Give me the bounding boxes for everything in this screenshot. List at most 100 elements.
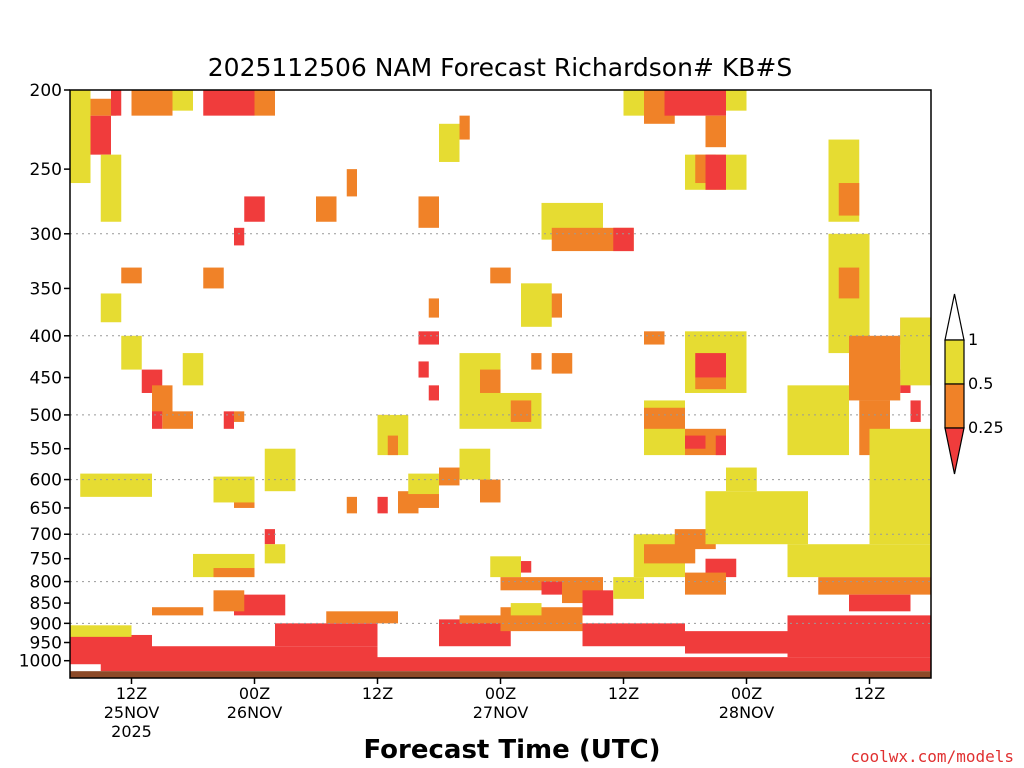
heatmap-cell: [121, 267, 142, 284]
y-tick-label: 400: [30, 327, 62, 347]
y-tick-label: 900: [30, 614, 62, 634]
heatmap-cell: [264, 448, 296, 492]
x-tick-label: 28NOV: [719, 703, 775, 722]
heatmap-cell: [439, 123, 460, 162]
heatmap-cell: [428, 298, 439, 318]
heatmap-cell: [234, 411, 245, 422]
heatmap-cell: [377, 657, 931, 672]
heatmap-cell: [521, 283, 552, 327]
credit-text: coolwx.com/models: [850, 747, 1014, 766]
y-tick-label: 200: [30, 81, 62, 101]
heatmap-cell: [100, 293, 122, 323]
heatmap-cell: [726, 467, 757, 492]
heatmap-cell: [203, 267, 224, 289]
heatmap-cell: [439, 619, 511, 647]
heatmap-cell: [418, 361, 429, 378]
heatmap-cell: [910, 400, 921, 422]
heatmap-cell: [531, 353, 542, 370]
colorbar-segment: [944, 383, 965, 429]
x-tick-label: 2025: [111, 722, 152, 741]
heatmap-cell: [275, 623, 378, 647]
heatmap-cell: [459, 448, 491, 480]
heatmap-cell: [244, 196, 265, 222]
y-tick-label: 700: [30, 525, 62, 545]
y-tick-label: 300: [30, 225, 62, 245]
heatmap-cell: [644, 331, 665, 345]
chart-title: 2025112506 NAM Forecast Richardson# KB#S: [208, 53, 792, 82]
x-tick-label: 12Z: [608, 684, 639, 703]
heatmap-cell: [623, 90, 644, 116]
heatmap-cell: [613, 227, 634, 252]
heatmap-cell: [264, 529, 275, 545]
heatmap-cell: [90, 115, 111, 155]
x-tick-label: 00Z: [239, 684, 270, 703]
heatmap-cell: [121, 335, 142, 370]
heatmap-cell: [869, 428, 931, 545]
heatmap-cell: [849, 594, 911, 612]
x-tick-label: 12Z: [854, 684, 885, 703]
heatmap-cell: [685, 631, 788, 654]
y-axis: 200 250 300 350 400 450 500 550 600 650 700 750 8008…: [19, 81, 70, 672]
heatmap-cell: [131, 90, 173, 116]
heatmap-cell: [213, 476, 255, 503]
heatmap-cell: [787, 544, 931, 578]
heatmap-cell: [418, 491, 439, 508]
y-tick-label: 550: [30, 440, 62, 460]
heatmap-cell: [326, 611, 398, 624]
heatmap-cell: [459, 615, 511, 624]
heatmap-cell: [264, 544, 286, 564]
heatmap-cell: [254, 90, 275, 116]
y-tick-label: 850: [30, 594, 62, 614]
colorbar-label: 0.25: [968, 418, 1004, 437]
x-tick-label: 00Z: [485, 684, 516, 703]
y-tick-label: 600: [30, 471, 62, 491]
heatmap-cell: [223, 411, 234, 429]
heatmap-cell: [234, 594, 286, 616]
heatmap-cell: [100, 154, 122, 222]
ground-surface: [70, 671, 931, 678]
heatmap-cell: [787, 385, 849, 456]
heatmap-cell: [90, 98, 117, 116]
plot-area: [69, 89, 932, 679]
heatmap-cell: [838, 267, 860, 299]
y-tick-label: 950: [30, 634, 62, 654]
heatmap-cell: [685, 435, 706, 449]
heatmap-cell: [234, 227, 245, 246]
colorbar-label: 1: [968, 330, 978, 349]
x-tick-label: 12Z: [362, 684, 393, 703]
heatmap-cell: [346, 496, 357, 514]
heatmap-cell: [459, 115, 470, 140]
heatmap-cell: [705, 491, 808, 545]
heatmap-cell: [387, 435, 398, 456]
heatmap-cell: [182, 353, 204, 386]
heatmap-cell: [900, 317, 931, 386]
heatmap-cell: [613, 577, 644, 599]
heatmap-cell: [213, 568, 255, 578]
colorbar-segment: [944, 339, 965, 385]
heatmap-cell: [787, 615, 931, 658]
heatmap-cell: [541, 581, 562, 595]
heatmap-cell: [582, 590, 614, 616]
x-tick-label: 27NOV: [473, 703, 529, 722]
heatmap-cell: [203, 90, 234, 116]
y-tick-label: 350: [30, 279, 62, 299]
heatmap-cell: [234, 90, 255, 116]
heatmap-cell: [80, 473, 152, 497]
heatmap-cell: [408, 473, 439, 495]
colorbar-legend: 1 0.5 0.25: [944, 293, 1004, 475]
heatmap-cell: [664, 90, 726, 116]
x-tick-label: 00Z: [731, 684, 762, 703]
heatmap-cell: [726, 90, 747, 111]
y-tick-label: 450: [30, 369, 62, 389]
heatmap-cell: [346, 169, 357, 197]
heatmap-cell: [818, 577, 931, 595]
heatmap-cell: [70, 90, 91, 184]
heatmap-cell: [377, 496, 388, 514]
heatmap-cell: [213, 590, 245, 612]
x-axis-label: Forecast Time (UTC): [363, 735, 660, 765]
heatmap-cell: [490, 556, 521, 578]
heatmap-cell: [439, 467, 460, 486]
heatmap-cell: [152, 385, 173, 415]
